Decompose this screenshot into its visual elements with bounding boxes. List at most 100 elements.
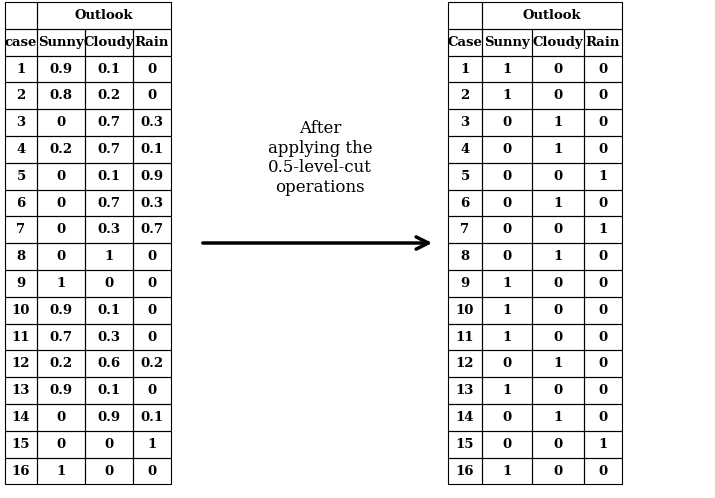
Text: 0: 0: [598, 250, 608, 263]
Text: 1: 1: [503, 63, 512, 76]
Bar: [37, 2, 171, 29]
Text: 1: 1: [503, 277, 512, 290]
Bar: [584, 217, 622, 243]
Text: 8: 8: [460, 250, 470, 263]
Bar: [532, 324, 584, 351]
Text: 0: 0: [147, 250, 157, 263]
Bar: [85, 163, 133, 190]
Bar: [532, 270, 584, 297]
Text: 0: 0: [503, 411, 511, 424]
Bar: [532, 297, 584, 324]
Bar: [85, 270, 133, 297]
Text: 0: 0: [553, 63, 563, 76]
Bar: [85, 56, 133, 82]
Bar: [482, 270, 532, 297]
Text: 7: 7: [460, 223, 470, 236]
Bar: [37, 351, 85, 377]
Text: 0: 0: [56, 223, 66, 236]
Bar: [448, 56, 482, 82]
Text: 0: 0: [104, 465, 114, 478]
Text: 1: 1: [56, 465, 66, 478]
Text: 0: 0: [598, 331, 608, 344]
Text: 0.1: 0.1: [140, 411, 164, 424]
Bar: [448, 217, 482, 243]
Text: 0: 0: [56, 250, 66, 263]
Bar: [85, 217, 133, 243]
Text: 0: 0: [503, 116, 511, 129]
Text: 0: 0: [598, 197, 608, 210]
Text: 0: 0: [56, 411, 66, 424]
Text: 0: 0: [553, 384, 563, 397]
Text: 0.7: 0.7: [97, 143, 121, 156]
Text: 0: 0: [503, 223, 511, 236]
Bar: [584, 163, 622, 190]
Bar: [133, 190, 171, 217]
Bar: [448, 404, 482, 431]
Text: 0: 0: [598, 357, 608, 371]
Bar: [482, 109, 532, 136]
Text: 5: 5: [16, 170, 26, 183]
Text: 0: 0: [598, 384, 608, 397]
Bar: [584, 351, 622, 377]
Bar: [5, 163, 37, 190]
Bar: [133, 324, 171, 351]
Bar: [532, 217, 584, 243]
Text: 1: 1: [553, 116, 563, 129]
Bar: [85, 82, 133, 109]
Bar: [37, 297, 85, 324]
Bar: [37, 109, 85, 136]
Bar: [37, 431, 85, 458]
Text: 0: 0: [147, 384, 157, 397]
Bar: [5, 190, 37, 217]
Bar: [482, 404, 532, 431]
Text: 7: 7: [16, 223, 26, 236]
Bar: [5, 136, 37, 163]
Text: 0.3: 0.3: [97, 331, 121, 344]
Bar: [5, 56, 37, 82]
Bar: [37, 404, 85, 431]
Text: 9: 9: [460, 277, 470, 290]
Text: 0: 0: [503, 357, 511, 371]
Bar: [448, 431, 482, 458]
Bar: [37, 377, 85, 404]
Text: 0: 0: [147, 277, 157, 290]
Bar: [532, 404, 584, 431]
Bar: [5, 351, 37, 377]
Text: 11: 11: [455, 331, 474, 344]
Text: 9: 9: [16, 277, 26, 290]
Text: 0.9: 0.9: [49, 63, 72, 76]
Text: 0.7: 0.7: [97, 116, 121, 129]
Bar: [37, 136, 85, 163]
Text: 1: 1: [553, 357, 563, 371]
Bar: [5, 324, 37, 351]
Bar: [448, 163, 482, 190]
Bar: [532, 351, 584, 377]
Text: Rain: Rain: [135, 36, 169, 49]
Bar: [85, 29, 133, 56]
Bar: [448, 377, 482, 404]
Text: After
applying the
0.5-level-cut
operations: After applying the 0.5-level-cut operati…: [267, 120, 373, 196]
Bar: [37, 163, 85, 190]
Bar: [532, 56, 584, 82]
Bar: [584, 324, 622, 351]
Bar: [85, 324, 133, 351]
Text: 0.3: 0.3: [141, 197, 164, 210]
Text: 0: 0: [147, 89, 157, 102]
Bar: [133, 297, 171, 324]
Bar: [532, 431, 584, 458]
Text: Outlook: Outlook: [523, 9, 581, 22]
Bar: [133, 431, 171, 458]
Bar: [448, 82, 482, 109]
Bar: [448, 297, 482, 324]
Bar: [448, 109, 482, 136]
Bar: [133, 243, 171, 270]
Text: 3: 3: [460, 116, 470, 129]
Bar: [532, 163, 584, 190]
Bar: [85, 431, 133, 458]
Text: 0: 0: [147, 304, 157, 317]
Text: 0: 0: [598, 465, 608, 478]
Text: 1: 1: [598, 170, 608, 183]
Text: Rain: Rain: [586, 36, 620, 49]
Text: 0.9: 0.9: [49, 384, 72, 397]
Text: 13: 13: [12, 384, 30, 397]
